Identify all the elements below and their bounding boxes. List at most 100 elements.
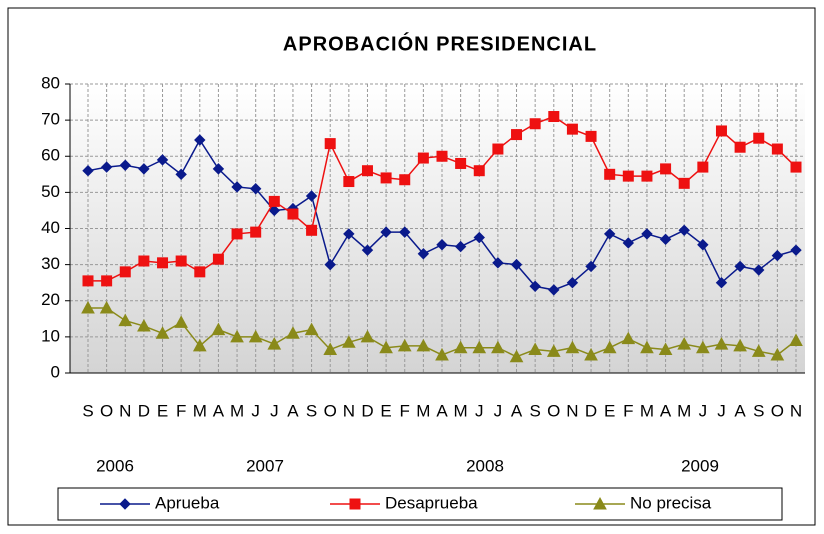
year-label: 2007 (246, 456, 284, 475)
marker (771, 249, 784, 262)
marker (305, 190, 318, 202)
marker (119, 159, 131, 171)
marker (529, 118, 541, 130)
chart-title: APROBACIÓN PRESIDENCIAL (283, 31, 597, 55)
x-tick-label: D (585, 401, 597, 420)
marker (399, 174, 411, 186)
marker (343, 176, 355, 188)
marker (230, 329, 244, 343)
marker (324, 258, 336, 271)
marker (622, 237, 635, 249)
marker (287, 208, 299, 220)
marker (360, 329, 375, 343)
x-tick-label: J (251, 401, 260, 420)
x-tick-label: S (306, 401, 317, 420)
marker (790, 161, 802, 173)
marker (603, 228, 616, 240)
marker (417, 248, 430, 260)
marker (660, 163, 672, 175)
marker (212, 163, 225, 175)
marker (658, 342, 673, 356)
marker (641, 228, 653, 240)
marker (641, 170, 653, 182)
marker (138, 255, 150, 267)
marker (455, 157, 467, 169)
marker (380, 226, 392, 238)
marker (436, 150, 448, 162)
marker (379, 340, 393, 354)
marker (529, 280, 541, 293)
marker (138, 163, 150, 175)
x-tick-label: N (119, 401, 131, 420)
x-tick-label: A (287, 401, 299, 420)
marker (454, 240, 467, 253)
marker (528, 342, 543, 356)
marker (511, 129, 523, 141)
marker (566, 123, 578, 135)
marker (566, 276, 579, 289)
marker (622, 170, 634, 182)
marker (695, 340, 710, 354)
x-tick-label: J (699, 401, 708, 420)
marker (81, 300, 95, 314)
x-tick-label: M (230, 401, 244, 420)
y-tick-label: 80 (41, 73, 60, 92)
marker (194, 134, 206, 146)
marker (789, 333, 803, 346)
legend-label: No precisa (630, 493, 712, 512)
x-tick-label: N (566, 401, 578, 420)
marker (137, 318, 151, 332)
marker (304, 322, 319, 336)
y-tick-label: 20 (41, 290, 60, 309)
marker (602, 340, 617, 354)
marker (361, 165, 373, 177)
marker (697, 161, 709, 173)
marker (585, 260, 597, 273)
marker (715, 276, 728, 289)
x-tick-label: M (193, 401, 207, 420)
marker (734, 260, 746, 273)
marker (341, 335, 356, 348)
marker (697, 239, 709, 251)
x-tick-label: D (138, 401, 150, 420)
marker (640, 340, 654, 354)
x-tick-label: A (734, 401, 746, 420)
legend-label: Aprueba (155, 493, 220, 512)
marker (472, 340, 487, 354)
marker (585, 130, 597, 142)
marker (306, 224, 318, 236)
marker (659, 233, 672, 246)
x-tick-label: E (157, 401, 168, 420)
marker (435, 347, 449, 361)
marker (397, 338, 412, 352)
x-tick-label: M (416, 401, 430, 420)
marker (211, 322, 226, 336)
marker (546, 344, 561, 357)
marker (82, 275, 94, 287)
marker (751, 344, 766, 357)
marker (175, 255, 187, 267)
marker (436, 239, 448, 251)
marker (361, 244, 374, 256)
marker (416, 338, 431, 352)
x-tick-label: N (790, 401, 802, 420)
marker (753, 264, 765, 276)
marker (770, 347, 785, 361)
marker (380, 172, 392, 184)
legend-marker (593, 496, 607, 510)
x-tick-label: A (436, 401, 448, 420)
marker (548, 284, 560, 296)
legend-label: Desaprueba (385, 493, 478, 512)
x-tick-label: J (717, 401, 726, 420)
marker (604, 168, 616, 180)
marker (119, 266, 131, 278)
marker (548, 111, 560, 123)
x-tick-label: A (660, 401, 672, 420)
marker (82, 164, 94, 177)
marker (323, 342, 338, 356)
marker (453, 340, 468, 354)
y-tick-label: 60 (41, 146, 60, 165)
x-tick-label: F (400, 401, 410, 420)
marker (212, 253, 224, 265)
